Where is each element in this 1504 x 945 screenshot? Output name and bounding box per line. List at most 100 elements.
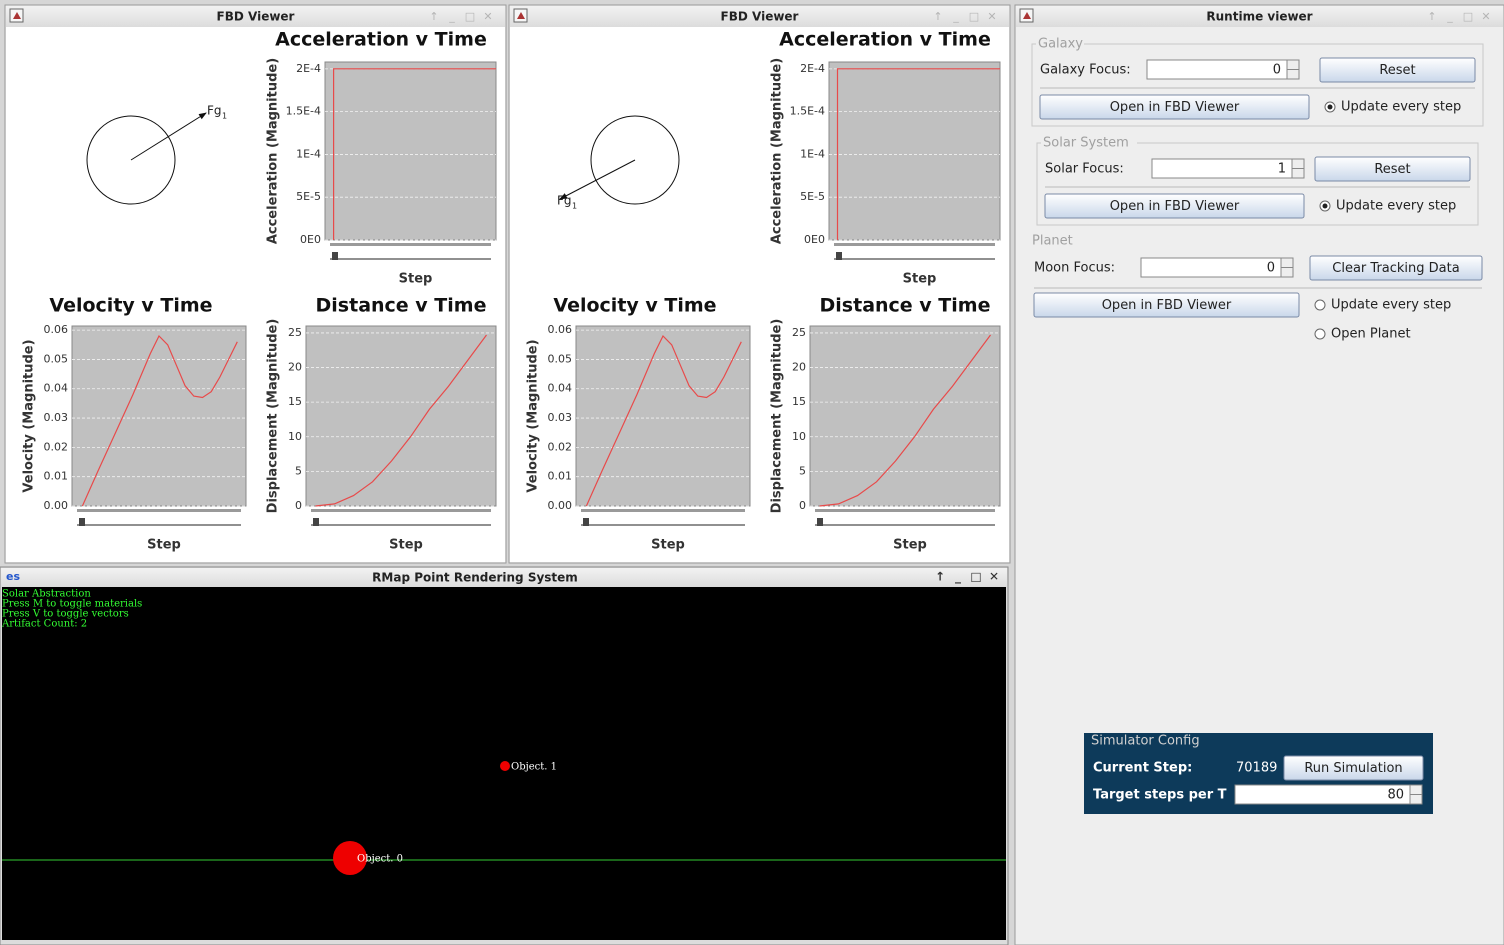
group-label-bg (1041, 136, 1137, 150)
radio-label: Update every step (1331, 298, 1451, 313)
slider-thumb[interactable] (817, 518, 823, 526)
group-label: Galaxy (1038, 37, 1083, 52)
x-axis-label: Step (903, 272, 937, 287)
window-control[interactable]: ✕ (483, 10, 492, 23)
window-control[interactable]: _ (955, 570, 961, 585)
slider-thumb[interactable] (79, 518, 85, 526)
window-icon-glyph (1023, 12, 1031, 19)
group-label-bg (1036, 37, 1084, 51)
window-control[interactable]: ✕ (1481, 10, 1490, 23)
y-tick-label: 5E-5 (296, 190, 321, 203)
y-tick-label: 5 (295, 464, 302, 477)
y-tick-label: 0.01 (44, 470, 69, 483)
y-tick-label: 0E0 (300, 233, 321, 246)
slider-thumb[interactable] (313, 518, 319, 526)
x-axis-label: Step (389, 538, 423, 553)
window-icon-glyph (13, 12, 21, 19)
x-axis-label: Step (651, 538, 685, 553)
hud-line: Artifact Count: 2 (1, 619, 87, 630)
force-index: 1 (572, 202, 577, 211)
window-control[interactable]: _ (1446, 10, 1453, 23)
window-control[interactable]: □ (465, 10, 475, 23)
window-icon-glyph (517, 12, 525, 19)
group-label-bg (1030, 234, 1078, 248)
scroll-bar (834, 243, 995, 246)
window-control[interactable]: ↑ (935, 570, 945, 584)
target-label: Target steps per T (1093, 788, 1227, 803)
window-control[interactable]: _ (952, 10, 959, 23)
chart-title: Acceleration v Time (275, 29, 487, 51)
radio-dot (1327, 104, 1333, 110)
scroll-bar (581, 509, 745, 512)
plot-area (828, 61, 1001, 241)
object-label: Object. 0 (357, 854, 403, 865)
y-tick-label: 1E-4 (296, 147, 321, 160)
window-control[interactable]: _ (448, 10, 455, 23)
force-label: Fg (557, 194, 572, 208)
window-title: FBD Viewer (217, 10, 295, 24)
title-bar (1, 568, 1007, 587)
data-line (836, 68, 1000, 240)
reset-button[interactable] (1319, 57, 1476, 83)
clear-tracking-button[interactable] (1309, 255, 1483, 281)
window-control[interactable]: □ (970, 570, 981, 584)
x-axis-label: Step (893, 538, 927, 553)
focus-spinner-value: 0 (1267, 261, 1275, 276)
reset-button[interactable] (1314, 156, 1471, 182)
scroll-bar (330, 243, 491, 246)
hud-line: Solar Abstraction (2, 589, 91, 600)
scroll-bar (77, 509, 241, 512)
y-axis-label: Velocity (Magnitude) (22, 339, 37, 492)
reset-button-label: Reset (1379, 63, 1415, 78)
y-tick-label: 10 (288, 430, 302, 443)
group-border (1036, 142, 1479, 226)
window-control[interactable]: ✕ (989, 570, 999, 584)
group-label: Planet (1032, 234, 1073, 249)
y-tick-label: 5E-5 (800, 190, 825, 203)
window-control[interactable]: ✕ (987, 10, 996, 23)
open-fbd-button[interactable] (1033, 292, 1300, 318)
y-axis-label: Velocity (Magnitude) (526, 339, 541, 492)
open-fbd-button-label: Open in FBD Viewer (1110, 199, 1240, 214)
window-control[interactable]: ↑ (933, 10, 942, 23)
radio-button[interactable] (1314, 328, 1326, 340)
window-control[interactable]: ↑ (429, 10, 438, 23)
group-label: Solar System (1043, 136, 1129, 151)
plot-area (71, 325, 247, 507)
run-simulation-button[interactable] (1283, 755, 1424, 781)
y-tick-label: 2E-4 (296, 62, 321, 75)
window-control[interactable]: □ (1463, 10, 1473, 23)
y-tick-label: 10 (792, 430, 806, 443)
group-border (1031, 43, 1484, 127)
body-circle (590, 115, 680, 205)
open-fbd-button[interactable] (1039, 94, 1310, 120)
plot-area (809, 325, 1001, 507)
y-tick-label: 1E-4 (800, 147, 825, 160)
y-tick-label: 0.06 (44, 323, 69, 336)
window-control[interactable]: ↑ (1427, 10, 1436, 23)
y-tick-label: 0.02 (44, 440, 69, 453)
scroll-bar (815, 509, 995, 512)
slider-thumb[interactable] (583, 518, 589, 526)
body-circle (86, 115, 176, 205)
slider-thumb[interactable] (836, 252, 842, 260)
slider-thumb[interactable] (332, 252, 338, 260)
y-tick-label: 25 (288, 326, 302, 339)
window-control[interactable]: □ (969, 10, 979, 23)
plot-area (324, 61, 497, 241)
y-tick-label: 0.05 (44, 352, 69, 365)
force-index: 1 (222, 112, 227, 121)
panel-title: Simulator Config (1091, 734, 1200, 749)
y-tick-label: 15 (288, 395, 302, 408)
focus-spinner-value: 1 (1278, 162, 1286, 177)
open-fbd-button[interactable] (1044, 193, 1305, 219)
radio-button[interactable] (1314, 299, 1326, 311)
window-title: RMap Point Rendering System (372, 571, 578, 585)
step-value: 70189 (1236, 761, 1277, 776)
y-tick-label: 0.03 (548, 411, 573, 424)
step-label: Current Step: (1093, 761, 1192, 776)
focus-label: Solar Focus: (1045, 162, 1124, 177)
y-tick-label: 0.00 (548, 499, 573, 512)
data-line (819, 334, 991, 507)
